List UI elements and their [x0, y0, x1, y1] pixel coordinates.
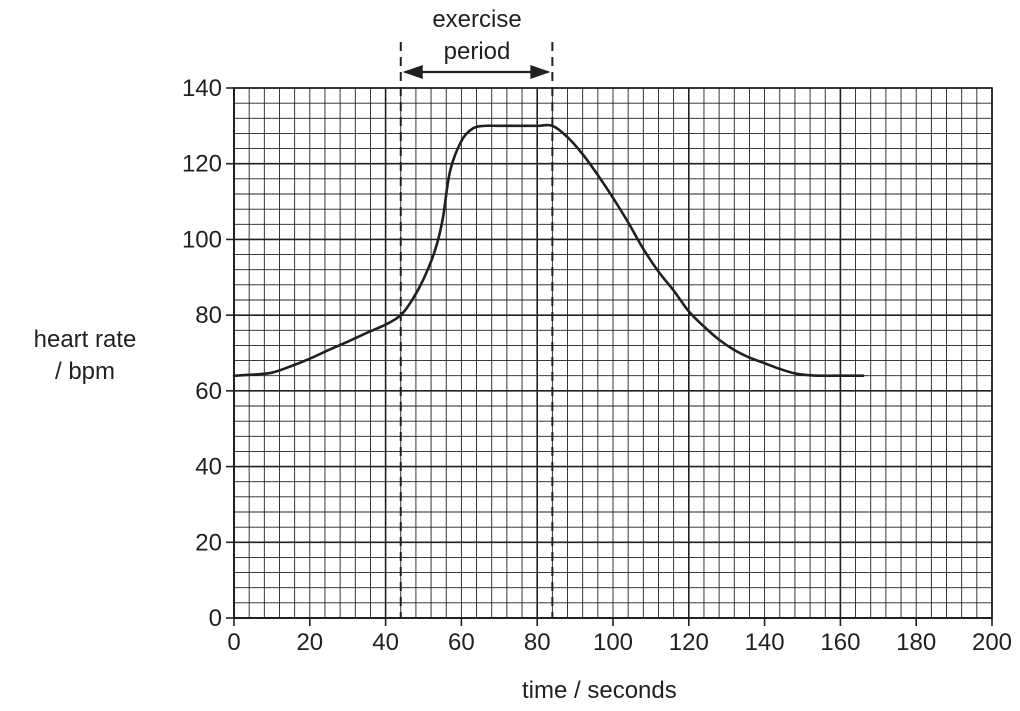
- x-axis-label: time / seconds: [522, 677, 677, 704]
- annotation-line-1: exercise: [432, 6, 522, 33]
- x-tick-label: 140: [745, 629, 785, 656]
- y-tick-label: 100: [182, 226, 222, 253]
- y-tick-label: 80: [195, 302, 222, 329]
- annotation-line-2: period: [443, 38, 511, 65]
- y-tick-label: 20: [195, 529, 222, 556]
- heart-rate-line: [232, 123, 865, 378]
- arrowhead-right: [530, 65, 551, 79]
- y-tick-label: 0: [209, 605, 222, 632]
- x-tick-label: 20: [296, 629, 323, 656]
- y-tick-label: 40: [195, 454, 222, 481]
- y-tick-label: 140: [182, 75, 222, 102]
- axes: [226, 87, 993, 626]
- x-tick-label: 80: [524, 629, 551, 656]
- series-layer: [232, 123, 865, 378]
- y-tick-label: 60: [195, 378, 222, 405]
- exercise-period-annotation: [399, 42, 554, 618]
- x-tick-label: 100: [593, 629, 633, 656]
- x-tick-label: 40: [372, 629, 399, 656]
- x-tick-label: 120: [669, 629, 709, 656]
- x-tick-label: 60: [448, 629, 475, 656]
- y-tick-labels: 0 20 40 60 80 100 120 140: [182, 75, 222, 632]
- minor-grid: [233, 87, 993, 619]
- y-axis-label-line-1: heart rate: [33, 326, 137, 353]
- y-tick-label: 120: [182, 151, 222, 178]
- x-tick-label: 160: [820, 629, 860, 656]
- x-tick-label: 180: [896, 629, 936, 656]
- x-tick-label: 0: [227, 629, 240, 656]
- y-axis-label-line-2: / bpm: [54, 358, 116, 385]
- x-tick-label: 200: [972, 629, 1012, 656]
- arrowhead-left: [402, 65, 423, 79]
- x-tick-labels: 0 20 40 60 80 100 120 140 160 180 200: [227, 629, 1012, 656]
